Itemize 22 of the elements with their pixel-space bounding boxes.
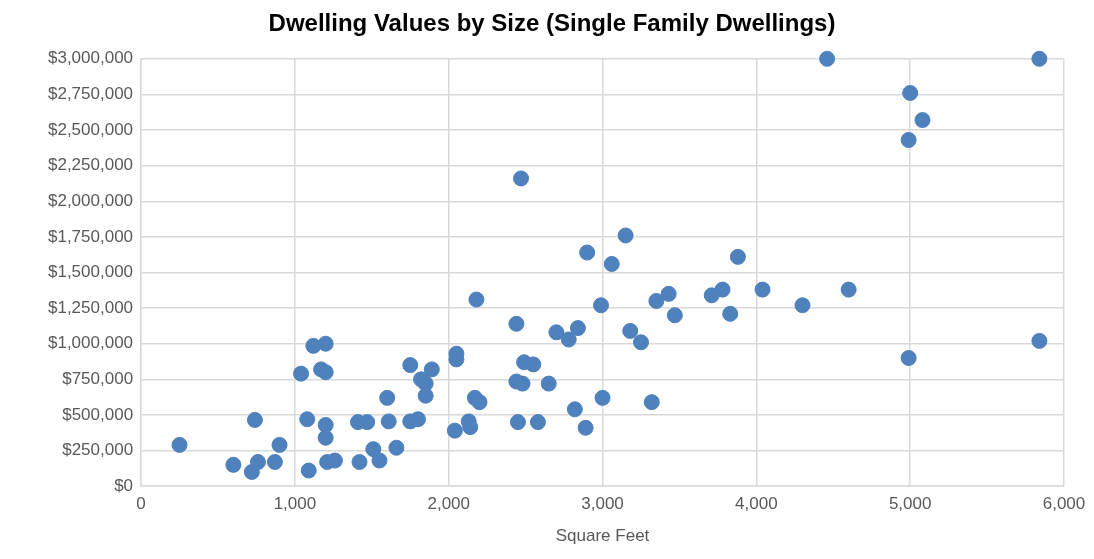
y-tick-label: $500,000 — [62, 404, 134, 424]
y-tick-label: $2,000,000 — [47, 190, 134, 210]
y-tick-label: $2,500,000 — [47, 119, 134, 139]
x-tick-label: 6,000 — [1042, 494, 1086, 514]
y-tick-label: $3,000,000 — [47, 48, 134, 68]
x-tick-label: 2,000 — [427, 494, 470, 514]
y-tick-label: $1,000,000 — [47, 333, 134, 353]
y-tick-label: $1,250,000 — [47, 297, 134, 317]
y-tick-label: $2,750,000 — [47, 84, 134, 104]
y-tick-label: $1,500,000 — [47, 262, 134, 282]
y-tick-label: $250,000 — [62, 440, 134, 460]
chart-title: Dwelling Values by Size (Single Family Dwellings) — [268, 9, 836, 37]
y-tick-label: $2,250,000 — [47, 155, 134, 175]
x-tick-label: 5,000 — [888, 494, 932, 514]
x-axis-title: Square Feet — [555, 526, 650, 546]
x-tick-label: 3,000 — [581, 494, 624, 514]
y-tick-label: $1,750,000 — [47, 226, 134, 246]
y-tick-label: $750,000 — [62, 369, 134, 389]
y-tick-label: $0 — [114, 475, 134, 495]
x-tick-label: 1,000 — [273, 494, 317, 514]
x-tick-label: 4,000 — [735, 494, 778, 514]
x-tick-label: 0 — [136, 494, 146, 514]
